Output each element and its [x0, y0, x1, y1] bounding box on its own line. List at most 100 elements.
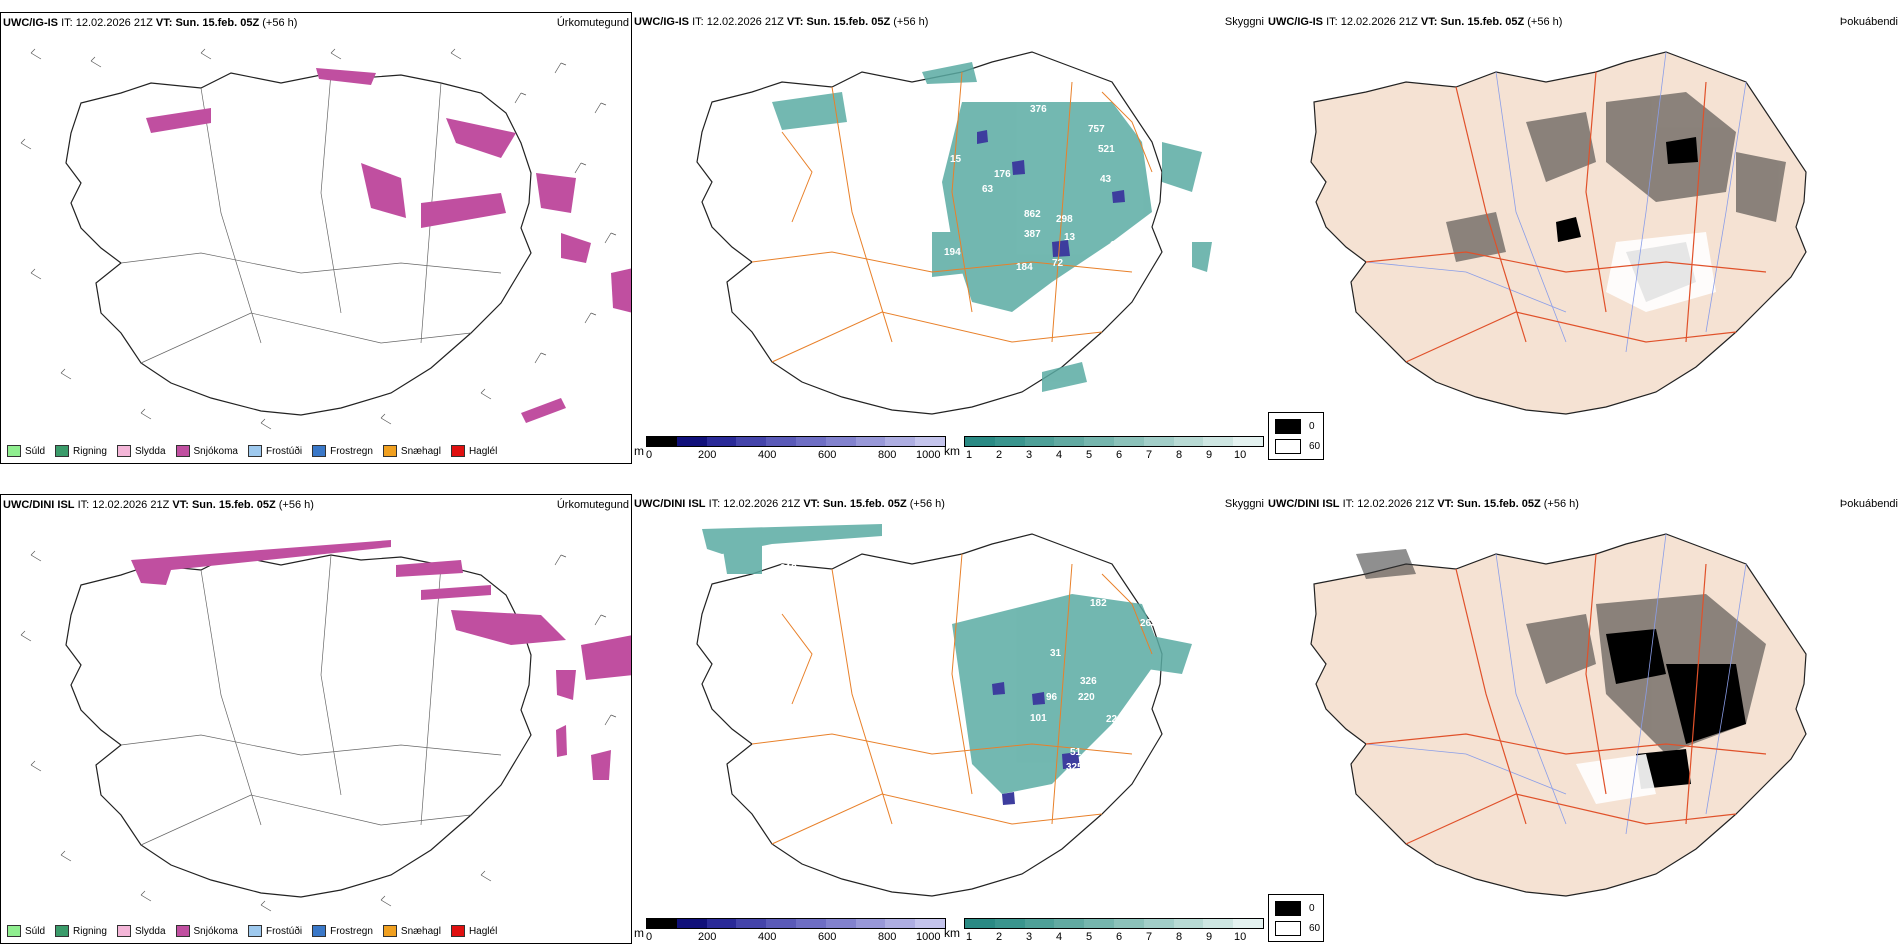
fog-legend-swatch-dark	[1275, 419, 1301, 434]
colorbar-tick: 600	[818, 449, 837, 461]
legend-swatch	[55, 925, 70, 937]
legend-item: Súld	[7, 925, 45, 937]
colorbar-cell	[1113, 437, 1144, 446]
cloud-base-value: 306	[1138, 250, 1155, 261]
legend-item: Slydda	[116, 925, 166, 937]
colorbar-cell	[1203, 919, 1234, 928]
colorbar-cell	[855, 919, 886, 928]
cloud-base-value: 206	[1118, 262, 1135, 273]
colorbar-cell	[1084, 437, 1114, 446]
fog-panel-bottom: UWC/DINI ISL IT: 12.02.2026 21Z VT: Sun.…	[1266, 494, 1900, 944]
cloud-base-value: 184	[1016, 262, 1033, 273]
colorbar-cell	[736, 437, 767, 446]
low-cloud-patches	[977, 130, 1125, 257]
panel-header: UWC/DINI ISL IT: 12.02.2026 21Z VT: Sun.…	[1268, 498, 1579, 510]
colorbar-cell	[1054, 919, 1085, 928]
cloudbase-colorbar: 0 200 400 600 800 1000	[646, 918, 946, 943]
colorbar-tick: 4	[1056, 931, 1063, 943]
legend-swatch	[175, 925, 190, 937]
cloud-base-labels: 918 182 263 31 326 96 220 101 220 63 206…	[780, 563, 1204, 773]
colorbar-cell	[965, 437, 995, 446]
legend-item: Slydda	[116, 445, 166, 457]
colorbar-cell	[1024, 437, 1055, 446]
colorbar-cell	[647, 437, 677, 446]
colorbar-tick: 1000	[916, 931, 941, 943]
legend-item: Haglél	[450, 925, 497, 937]
colorbar-tick: 4	[1056, 449, 1063, 461]
cloud-base-value: 220	[1078, 692, 1095, 703]
cloud-base-value: 376	[1030, 104, 1047, 115]
colorbar-cell	[766, 437, 796, 446]
legend-item: Frostregn	[312, 445, 373, 457]
colorbar-cell	[1084, 919, 1114, 928]
colorbar-tick: 0	[646, 449, 653, 461]
visibility-unit: km	[944, 444, 960, 458]
legend-swatch	[116, 445, 131, 457]
cloud-areas	[772, 62, 1212, 392]
colorbar-cell	[795, 919, 826, 928]
colorbar-tick: 5	[1086, 449, 1093, 461]
colorbar-cell	[706, 437, 737, 446]
colorbar-tick: 1000	[916, 449, 941, 461]
panel-header: UWC/IG-IS IT: 12.02.2026 21Z VT: Sun. 15…	[634, 16, 929, 28]
colorbar-cell	[676, 437, 707, 446]
fog-legend-swatch-light	[1275, 921, 1301, 936]
legend-item: Frostregn	[312, 925, 373, 937]
rivers	[1365, 51, 1747, 353]
colorbar-cell	[1024, 919, 1055, 928]
cloud-base-value: 43	[1100, 174, 1112, 185]
cloud-base-value: 182	[1090, 598, 1107, 609]
colorbar-cell	[1143, 919, 1174, 928]
legend-item: Frostúði	[247, 925, 302, 937]
precip-legend: Súld Rigning Slydda Snjókoma Frostúði Fr…	[7, 445, 497, 457]
cloud-map: 376 757 521 176 15 63 43 862 298 387 13 …	[696, 51, 1212, 415]
legend-item: Súld	[7, 445, 45, 457]
colorbar-cell	[676, 919, 707, 928]
cloud-base-value: 220	[1106, 714, 1123, 725]
panel-title: Skyggni	[1224, 498, 1264, 510]
colorbar-cell	[1233, 437, 1263, 446]
panel-title: Þokuábendi	[1839, 498, 1898, 510]
colorbar-cell	[706, 919, 737, 928]
cloud-base-value: 63	[982, 184, 994, 195]
cloud-panel-top: UWC/IG-IS IT: 12.02.2026 21Z VT: Sun. 15…	[632, 12, 1266, 464]
colorbar-cell	[736, 919, 767, 928]
colorbar-tick: 800	[878, 449, 897, 461]
legend-swatch	[450, 925, 465, 937]
cloudbase-colorbar: 0 200 400 600 800 1000	[646, 436, 946, 461]
colorbar-tick: 2	[996, 449, 1003, 461]
panel-title: Úrkomutegund	[556, 499, 629, 511]
colorbar-cell	[855, 437, 886, 446]
colorbar-cell	[885, 437, 916, 446]
cloud-base-value: 298	[1056, 214, 1073, 225]
panel-header: UWC/DINI ISL IT: 12.02.2026 21Z VT: Sun.…	[3, 499, 314, 511]
legend-item: Frostúði	[247, 445, 302, 457]
colorbar-tick: 3	[1026, 931, 1033, 943]
colorbar-cell	[795, 437, 826, 446]
cloud-base-value: 63	[1160, 703, 1172, 714]
cloud-base-value: 194	[944, 247, 961, 258]
cloud-base-value: 176	[994, 169, 1011, 180]
legend-swatch	[247, 445, 262, 457]
cloud-base-value: 33	[1192, 666, 1204, 677]
panel-title: Úrkomutegund	[556, 17, 629, 29]
cloudbase-unit: m	[634, 444, 644, 458]
cloud-base-value: 13	[1064, 232, 1076, 243]
legend-item: Rigning	[55, 445, 107, 457]
fog-legend-label: 60	[1309, 441, 1321, 452]
fog-map	[1310, 51, 1807, 415]
colorbar-tick: 400	[758, 931, 777, 943]
fog-legend-swatch-dark	[1275, 901, 1301, 916]
panel-header: UWC/IG-IS IT: 12.02.2026 21Z VT: Sun. 15…	[3, 17, 298, 29]
cloud-base-value: 72	[1052, 258, 1064, 269]
cloud-base-value: 259	[1094, 758, 1111, 769]
colorbar-cell	[647, 919, 677, 928]
colorbar-cell	[885, 919, 916, 928]
colorbar-tick: 600	[818, 931, 837, 943]
snow-areas	[146, 68, 631, 423]
colorbar-tick: 1	[966, 931, 973, 943]
legend-swatch	[247, 925, 262, 937]
roads	[120, 554, 502, 846]
cloud-base-value: 862	[1024, 209, 1041, 220]
roads	[120, 72, 502, 364]
